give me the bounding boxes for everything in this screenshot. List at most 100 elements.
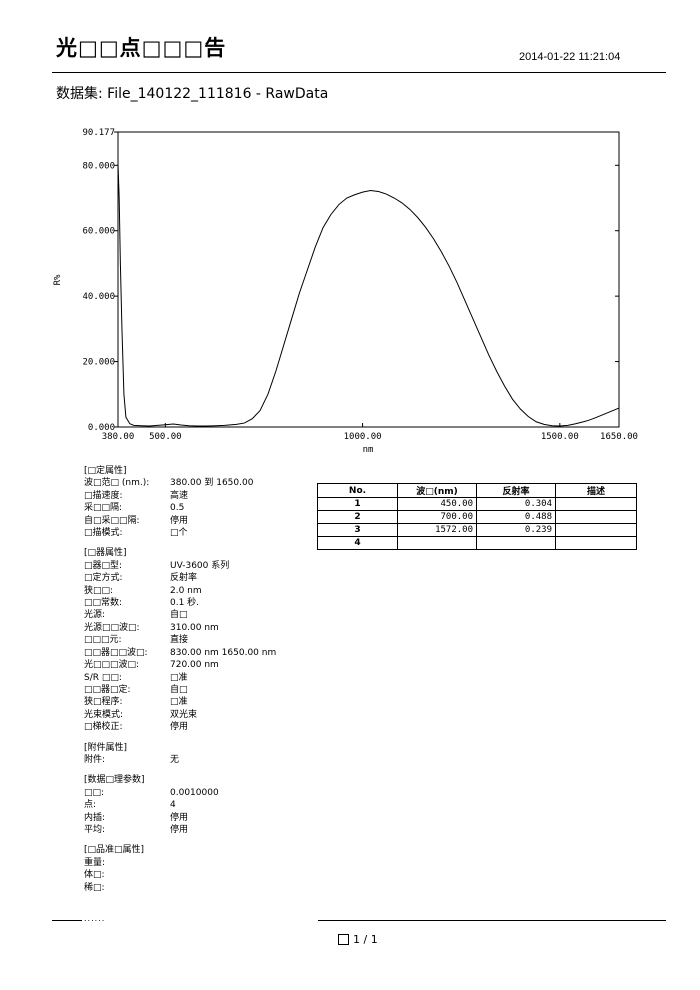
property-row: 稀□: [84,882,276,894]
property-key: □定方式: [84,573,123,584]
property-value: 720.00 nm [170,660,219,671]
row-reflectance: 0.488 [476,510,556,524]
property-value: 停用 [170,515,189,526]
row-no: 3 [317,523,398,537]
report-title: 光□□点□□□告 [56,36,227,60]
property-section-heading: [附件属性] [84,742,128,753]
y-tick-label: 0.000 [88,423,115,433]
property-row: 平均: 停用 [84,824,276,836]
property-row: 狭□□: 2.0 nm [84,585,276,597]
footer-divider-right [318,920,666,921]
property-key: □□器□定: [84,684,131,695]
property-section: [□器属性] □器□型: UV-3600 系列 □定方式: 反射率 狭□□: 2.0 nm □… [84,547,276,733]
property-row: □□: 0.0010000 [84,787,276,799]
footer-continuation-dots: ...... [84,914,106,923]
property-row: 光束模式: 双光束 [84,709,276,721]
property-key: □□常数: [84,598,123,609]
property-section-heading: [□器属性] [84,548,127,559]
property-row: □器□型: UV-3600 系列 [84,560,276,572]
property-value: 双光束 [170,709,198,720]
property-key: 波□范□ (nm.): [84,478,150,489]
row-reflectance: 0.239 [476,523,556,537]
page-indicator: 1 / 1 [338,933,378,946]
dataset-label: 数据集: File_140122_111816 - RawData [56,86,329,102]
property-key: □□□元: [84,635,122,646]
property-key: □描模式: [84,528,123,539]
property-value: 高速 [170,490,189,501]
property-key: S/R □□: [84,672,122,683]
row-no: 2 [317,510,398,524]
row-wavelength: 450.00 [397,497,477,511]
property-section: [□定属性] 波□范□ (nm.): 380.00 到 1650.00 □描速度: 高速… [84,465,276,539]
table-row: 3 1572.00 0.239 [317,523,637,537]
property-value: UV-3600 系列 [170,560,230,571]
table-row: 1 450.00 0.304 [317,497,637,511]
x-axis-label: nm [363,445,374,455]
property-section-heading: [□定属性] [84,466,127,476]
property-row: 狭□程序: □准 [84,696,276,708]
y-tick-label: 90.177 [82,128,115,138]
property-key: 狭□程序: [84,697,123,708]
property-row: □描速度: 高速 [84,490,276,502]
property-value: 反射率 [170,573,198,584]
y-tick-label: 20.000 [82,358,115,368]
row-no: 4 [317,536,398,550]
property-key: 重量: [84,857,106,868]
property-row: □□常数: 0.1 秒. [84,597,276,609]
property-value: □准 [170,672,188,683]
property-value: 直接 [170,635,189,646]
table-row: 4 [317,536,637,550]
property-key: 平均: [84,824,106,835]
property-value: 0.0010000 [170,787,219,798]
row-description [555,536,637,550]
property-key: □描速度: [84,490,123,501]
row-description [555,523,637,537]
col-description: 描述 [555,483,637,498]
property-section-heading: [□品准□属性] [84,845,145,856]
spectrum-chart: 0.000 20.000 40.000 60.000 80.000 90.177 380.… [53,128,638,455]
property-row: 采□□隔: 0.5 [84,502,276,514]
property-key: 稀□: [84,882,105,893]
property-row: □□器□定: 自□ [84,684,276,696]
row-description [555,497,637,511]
peak-table: No. 波□(nm) 反射率 描述 1 450.00 0.304 2 700.0… [317,483,637,550]
col-reflectance: 反射率 [476,483,556,498]
y-axis-label: R% [53,274,63,285]
property-section-heading: [数据□理参数] [84,775,145,786]
row-description [555,510,637,524]
page-number: 1 / 1 [353,933,378,946]
row-no: 1 [317,497,398,511]
property-section: [数据□理参数] □□: 0.0010000 点: 4 内插: 停用 平均: 停用 [84,774,276,836]
property-value: 830.00 nm 1650.00 nm [170,647,277,658]
col-wavelength: 波□(nm) [397,483,477,498]
property-value: 自□ [170,684,188,695]
row-wavelength: 700.00 [397,510,477,524]
property-value: 310.00 nm [170,622,219,633]
page-checkbox-icon [338,934,349,945]
property-value: 停用 [170,812,189,823]
y-axis-ticks: 0.000 20.000 40.000 60.000 80.000 90.177 [82,128,619,433]
row-reflectance [476,536,556,550]
property-row: □描模式: □个 [84,527,276,539]
property-key: 自□采□□隔: [84,515,140,526]
property-row: 光□□□波□: 720.00 nm [84,659,276,671]
property-value: 自□ [170,610,188,621]
x-tick-label: 500.00 [149,432,182,442]
property-key: □□器□□波□: [84,647,148,658]
property-row: S/R □□: □准 [84,672,276,684]
property-key: 点: [84,800,97,811]
col-no: No. [317,483,398,498]
property-list: [□定属性] 波□范□ (nm.): 380.00 到 1650.00 □描速度: 高速… [84,465,276,894]
property-value: 4 [170,800,176,811]
report-timestamp: 2014-01-22 11:21:04 [519,51,621,63]
property-row: 光源□□波□: 310.00 nm [84,622,276,634]
property-key: 光源□□波□: [84,622,140,633]
property-row: □□器□□波□: 830.00 nm 1650.00 nm [84,647,276,659]
property-key: □器□型: [84,560,123,571]
property-row: □梯校正: 停用 [84,721,276,733]
y-tick-label: 80.000 [82,161,115,171]
property-row: □□□元: 直接 [84,634,276,646]
y-tick-label: 40.000 [82,292,115,302]
property-key: 光源: [84,610,106,621]
property-row: 自□采□□隔: 停用 [84,515,276,527]
